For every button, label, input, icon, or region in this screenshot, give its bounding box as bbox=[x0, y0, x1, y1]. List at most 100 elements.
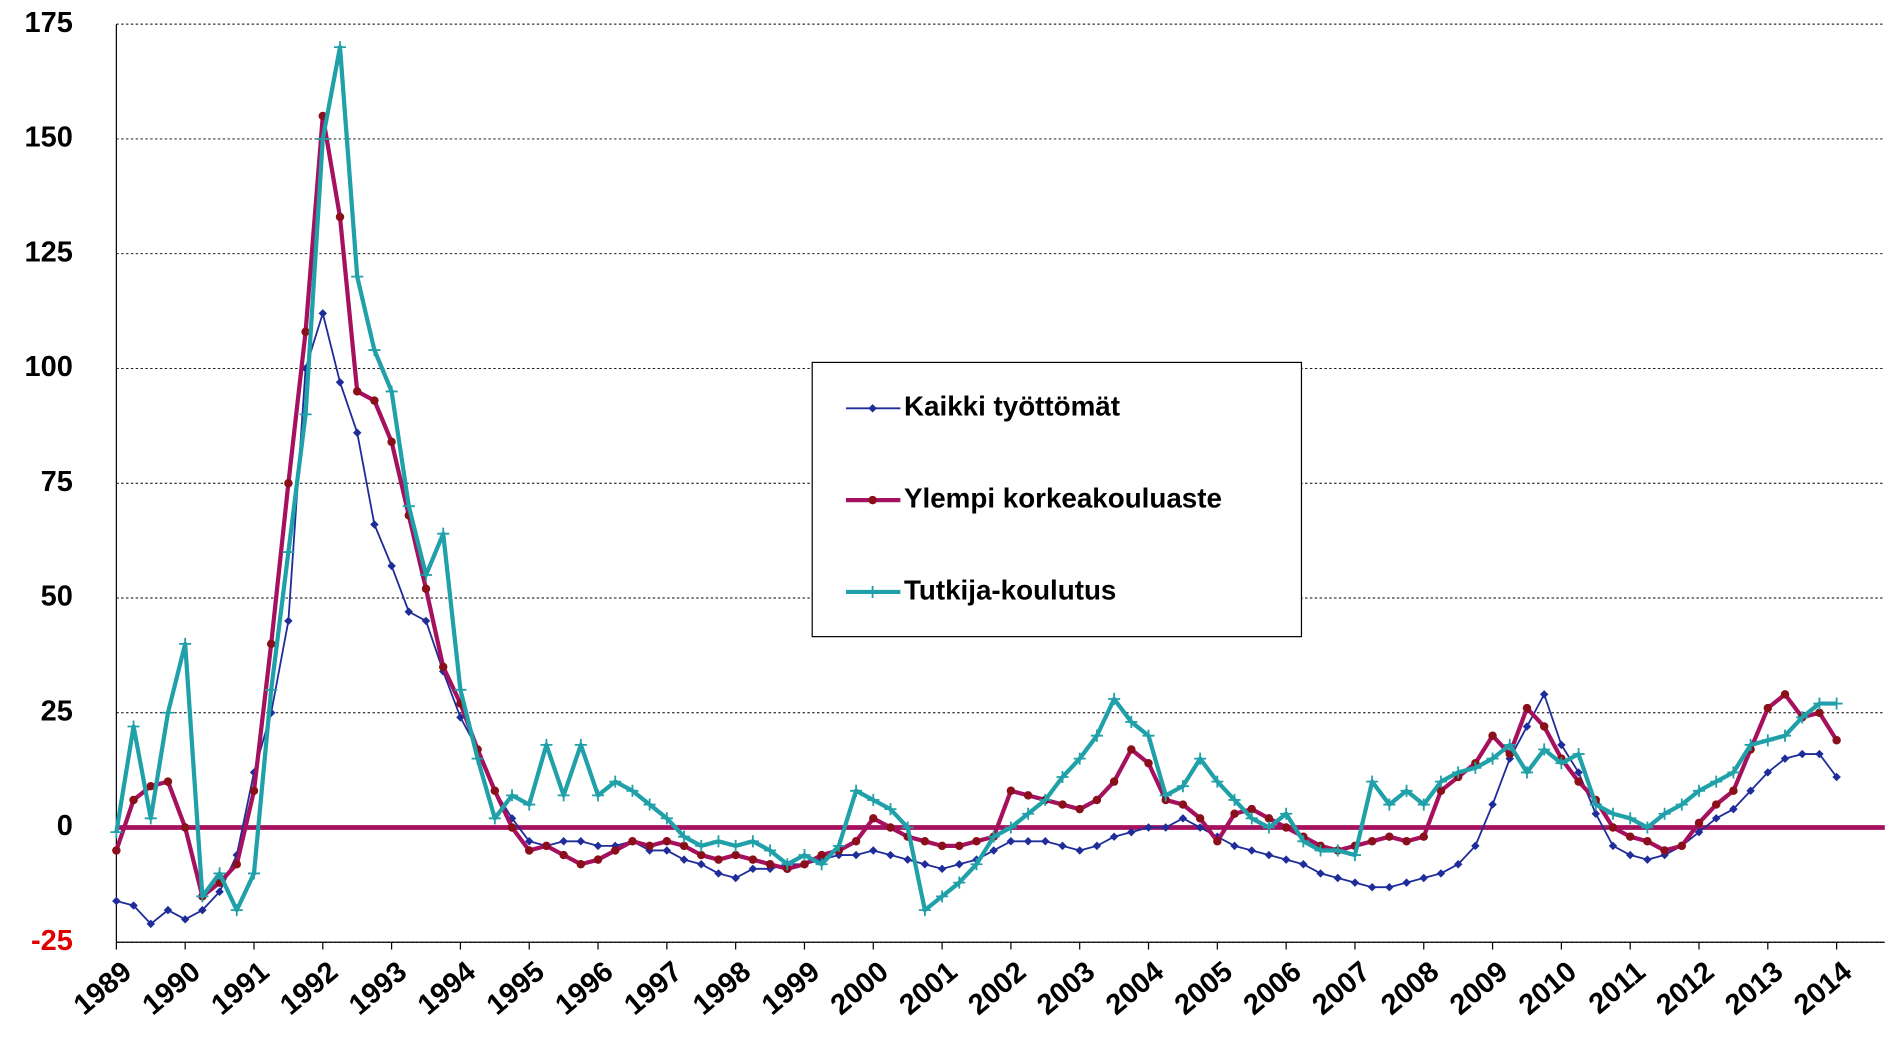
marker bbox=[574, 738, 587, 751]
marker bbox=[662, 846, 672, 855]
marker bbox=[662, 837, 672, 846]
marker bbox=[1539, 690, 1549, 699]
y-tick-label: 175 bbox=[25, 7, 73, 39]
x-tick-label: 2002 bbox=[962, 956, 1032, 1022]
marker bbox=[1434, 775, 1448, 788]
marker bbox=[1402, 878, 1411, 887]
x-tick-label: 2014 bbox=[1788, 956, 1858, 1022]
marker bbox=[1385, 882, 1394, 892]
marker bbox=[1213, 837, 1222, 846]
marker bbox=[1385, 832, 1394, 841]
marker bbox=[918, 904, 931, 917]
marker bbox=[110, 826, 123, 839]
marker bbox=[1677, 841, 1687, 851]
marker bbox=[970, 858, 983, 871]
marker bbox=[112, 846, 121, 855]
x-tick-label: 2010 bbox=[1513, 956, 1583, 1022]
x-tick-label: 2013 bbox=[1719, 956, 1789, 1022]
marker bbox=[1522, 722, 1532, 731]
x-tick-label: 2006 bbox=[1238, 956, 1308, 1022]
marker bbox=[419, 568, 433, 582]
marker bbox=[1230, 809, 1239, 818]
marker bbox=[611, 846, 620, 855]
marker bbox=[1832, 736, 1841, 745]
marker bbox=[1075, 804, 1084, 814]
x-tick-label: 2000 bbox=[825, 956, 895, 1022]
marker bbox=[249, 786, 259, 796]
marker bbox=[869, 846, 878, 855]
x-tick-label: 1993 bbox=[343, 956, 413, 1022]
marker bbox=[1608, 841, 1618, 851]
marker bbox=[712, 835, 725, 848]
marker bbox=[540, 738, 553, 751]
marker bbox=[163, 777, 173, 786]
marker bbox=[1744, 738, 1757, 751]
marker bbox=[746, 835, 759, 848]
marker bbox=[1314, 844, 1327, 857]
marker bbox=[196, 890, 209, 903]
marker bbox=[351, 270, 364, 283]
marker bbox=[697, 850, 706, 860]
marker bbox=[129, 795, 138, 805]
x-tick-label: 1995 bbox=[481, 956, 551, 1022]
marker bbox=[1503, 738, 1516, 751]
marker bbox=[352, 428, 362, 437]
marker bbox=[1694, 827, 1704, 837]
marker bbox=[1727, 766, 1740, 779]
marker bbox=[800, 860, 809, 869]
y-tick-label: 75 bbox=[41, 466, 73, 498]
marker bbox=[559, 850, 568, 860]
marker bbox=[1796, 711, 1809, 724]
marker bbox=[1383, 798, 1396, 811]
marker bbox=[198, 905, 207, 915]
marker bbox=[679, 841, 689, 851]
marker bbox=[490, 786, 500, 796]
marker bbox=[1608, 823, 1618, 832]
marker bbox=[729, 839, 742, 852]
marker bbox=[1711, 814, 1721, 823]
marker bbox=[368, 344, 381, 357]
marker bbox=[1520, 766, 1534, 779]
marker bbox=[1522, 703, 1532, 713]
marker bbox=[284, 478, 293, 488]
marker bbox=[1366, 775, 1379, 788]
marker bbox=[1109, 832, 1119, 841]
marker bbox=[1400, 784, 1413, 797]
marker bbox=[1813, 697, 1826, 710]
marker bbox=[1692, 784, 1706, 797]
x-tick-label: 2012 bbox=[1651, 956, 1721, 1022]
marker bbox=[901, 821, 914, 834]
marker bbox=[886, 850, 895, 860]
marker bbox=[1245, 812, 1258, 825]
x-tick-label: 2011 bbox=[1583, 956, 1652, 1021]
marker bbox=[284, 616, 293, 626]
marker bbox=[1056, 770, 1069, 784]
marker bbox=[404, 607, 414, 616]
marker bbox=[507, 823, 517, 832]
marker bbox=[1211, 775, 1224, 788]
marker bbox=[972, 837, 981, 846]
marker bbox=[765, 860, 775, 869]
marker bbox=[385, 385, 398, 398]
legend-label: Ylempi korkeakouluaste bbox=[904, 482, 1222, 513]
legend-marker bbox=[868, 495, 877, 505]
marker bbox=[1144, 759, 1153, 768]
x-tick-label: 2003 bbox=[1031, 956, 1101, 1022]
marker bbox=[1176, 780, 1189, 793]
marker bbox=[1280, 807, 1293, 820]
marker bbox=[1675, 798, 1688, 811]
marker bbox=[471, 752, 484, 765]
marker bbox=[1658, 807, 1671, 820]
marker bbox=[1660, 846, 1669, 855]
marker bbox=[505, 789, 519, 802]
marker bbox=[1557, 740, 1566, 750]
marker bbox=[1780, 690, 1790, 699]
marker bbox=[731, 850, 740, 860]
marker bbox=[1297, 835, 1310, 848]
marker bbox=[1815, 708, 1824, 717]
marker bbox=[1763, 768, 1773, 777]
marker bbox=[695, 839, 708, 852]
marker bbox=[318, 309, 328, 318]
marker bbox=[1262, 821, 1275, 834]
marker bbox=[180, 823, 190, 832]
